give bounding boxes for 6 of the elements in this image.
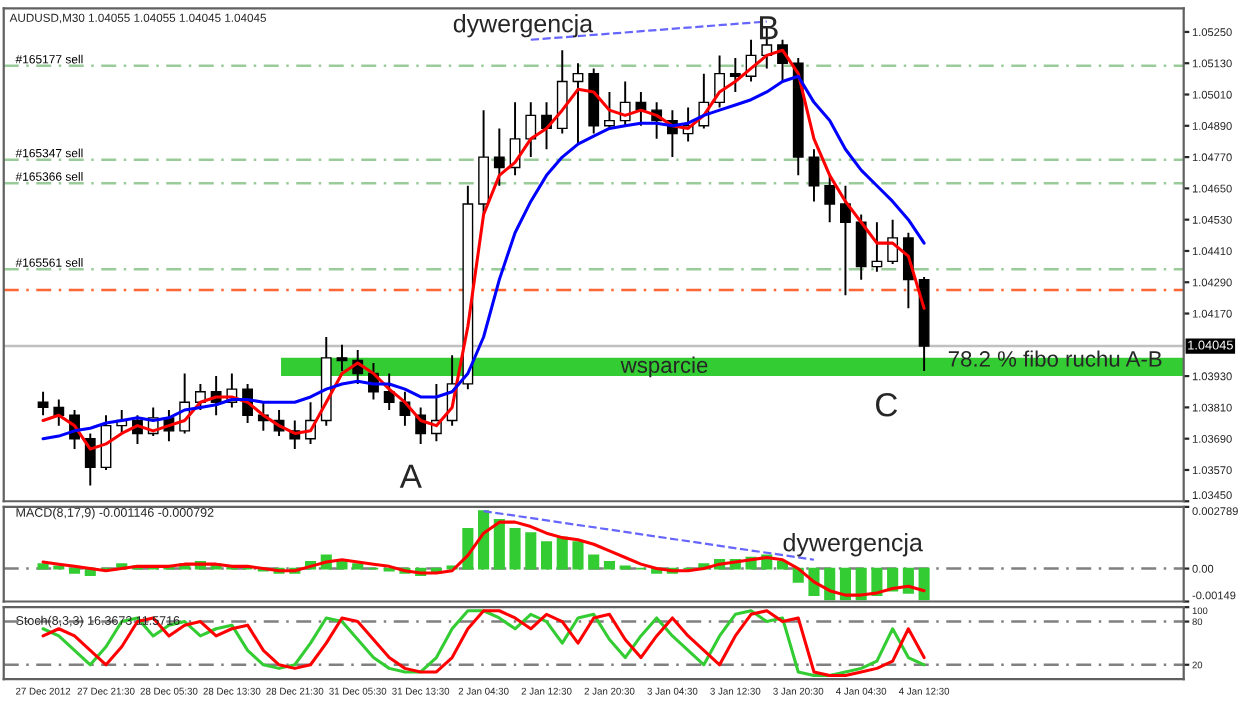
annotation: B — [759, 16, 778, 40]
annotation: dywergencja — [453, 14, 594, 38]
annotation: dywergencja — [783, 533, 923, 557]
annotation: A — [399, 464, 422, 488]
band-label: wsparcie — [620, 356, 708, 378]
annotation: C — [876, 392, 898, 417]
